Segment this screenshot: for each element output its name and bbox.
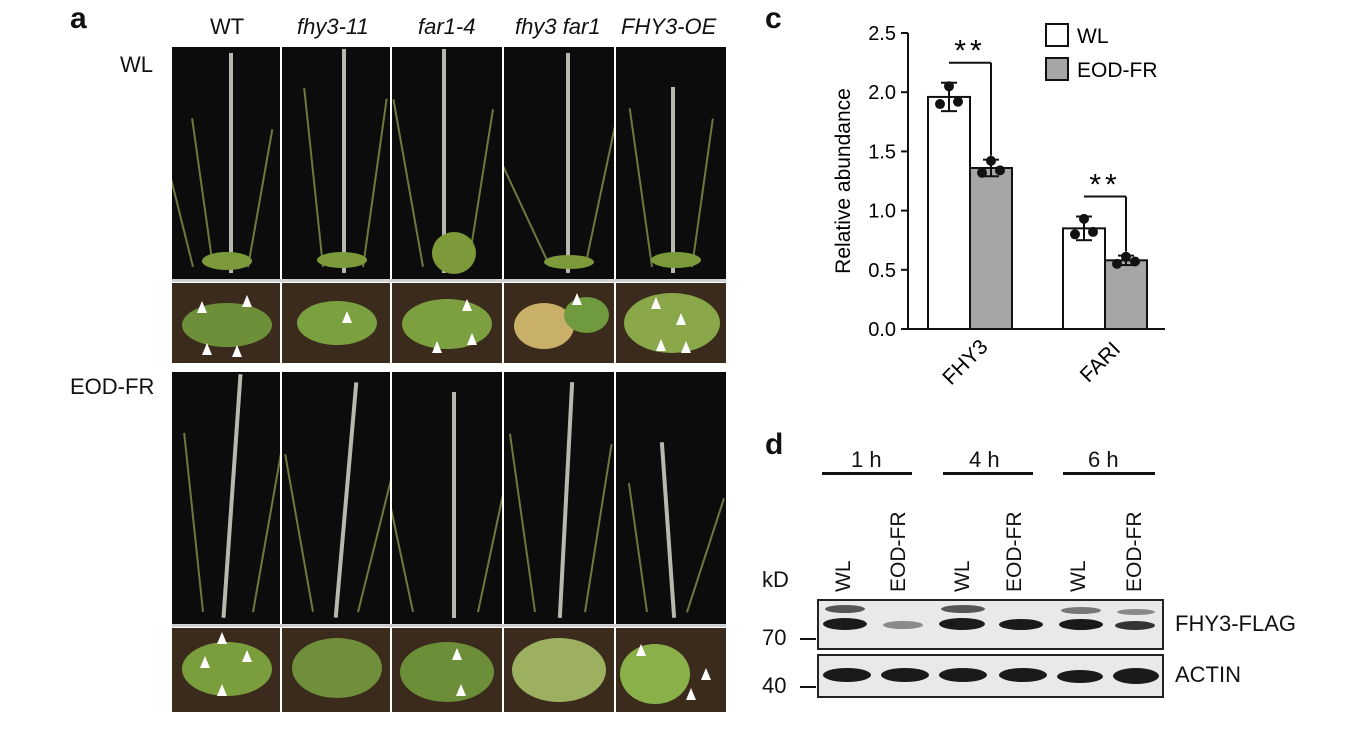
legend-label-wl: WL bbox=[1077, 25, 1109, 48]
bar-chart: 0.0 0.5 1.0 1.5 2.0 2.5 Relative abundance FHY3… bbox=[832, 23, 1165, 390]
data-point bbox=[935, 99, 945, 110]
data-point bbox=[1079, 213, 1089, 224]
data-point bbox=[1070, 229, 1080, 240]
data-point bbox=[977, 167, 987, 178]
y-tick-label: 2.0 bbox=[868, 82, 896, 104]
rosette-photo-wt-eodfr bbox=[172, 628, 280, 712]
lane-label-6: EOD-FR bbox=[1123, 511, 1146, 593]
plant-photo-far1-4-eodfr bbox=[392, 372, 502, 624]
plant-photo-far1-4-wl bbox=[392, 47, 502, 279]
blot-fhy3-flag bbox=[817, 599, 1164, 650]
genotype-label-far1-4: far1-4 bbox=[418, 14, 476, 39]
timepoint-1h-line bbox=[822, 472, 912, 475]
row-label-eod-fr: EOD-FR bbox=[70, 374, 155, 399]
genotype-label-fhy3-far1: fhy3 far1 bbox=[515, 14, 601, 39]
panel-d-letter: d bbox=[765, 428, 784, 461]
genotype-label-wt: WT bbox=[210, 14, 245, 39]
y-tick-label: 0.5 bbox=[868, 260, 896, 282]
timepoint-6h-line bbox=[1063, 472, 1155, 475]
timepoint-4h: 4 h bbox=[969, 447, 1000, 472]
lane-label-2: EOD-FR bbox=[887, 511, 910, 593]
timepoint-1h: 1 h bbox=[851, 447, 882, 472]
kd-unit-label: kD bbox=[762, 567, 789, 592]
protein-fhy3-flag-label: FHY3-FLAG bbox=[1175, 611, 1297, 636]
x-category-label: FHY3 bbox=[938, 335, 992, 389]
rosette-photo-fhy3-11-eodfr bbox=[282, 628, 390, 712]
data-point bbox=[1112, 258, 1122, 269]
lane-label-4: EOD-FR bbox=[1003, 511, 1026, 593]
data-point bbox=[995, 165, 1005, 176]
plant-photo-fhy3-11-wl bbox=[282, 47, 390, 279]
data-point bbox=[953, 96, 963, 107]
wl-photo-block bbox=[172, 47, 726, 363]
y-tick-label: 0.0 bbox=[868, 319, 896, 341]
legend-swatch-wl bbox=[1045, 23, 1069, 47]
lane-label-1: WL bbox=[832, 560, 855, 593]
rosette-photo-fhy3-far1-wl bbox=[504, 283, 614, 363]
timepoint-6h: 6 h bbox=[1088, 447, 1119, 472]
data-point bbox=[986, 155, 996, 166]
data-point bbox=[1130, 256, 1140, 267]
bar-eod-fr-fari bbox=[1104, 259, 1148, 330]
x-category-label: FARI bbox=[1076, 338, 1125, 387]
rosette-photo-far1-4-eodfr bbox=[392, 628, 502, 712]
lane-label-3: WL bbox=[951, 560, 974, 593]
marker-70: 70 bbox=[762, 625, 787, 650]
rosette-photo-fhy3-oe-eodfr bbox=[616, 628, 726, 712]
significance-label: ** bbox=[1089, 169, 1120, 202]
marker-70-tick bbox=[800, 638, 816, 640]
y-axis-label: Relative abundance bbox=[832, 88, 855, 274]
bar-wl-fari bbox=[1062, 227, 1106, 330]
plant-photo-fhy3-far1-eodfr bbox=[504, 372, 614, 624]
timepoint-4h-line bbox=[943, 472, 1033, 475]
marker-40: 40 bbox=[762, 673, 787, 698]
rosette-photo-wt-wl bbox=[172, 283, 280, 363]
row-label-wl: WL bbox=[120, 52, 153, 77]
genotype-label-fhy3-11: fhy3-11 bbox=[297, 14, 369, 39]
marker-40-tick bbox=[800, 686, 816, 688]
rosette-photo-fhy3-oe-wl bbox=[616, 283, 726, 363]
panel-c-letter: c bbox=[765, 2, 782, 35]
protein-actin-label: ACTIN bbox=[1175, 662, 1241, 687]
significance-label: ** bbox=[954, 35, 985, 68]
y-tick-label: 1.0 bbox=[868, 201, 896, 223]
plant-photo-fhy3-oe-wl bbox=[616, 47, 726, 279]
plant-photo-fhy3-far1-wl bbox=[504, 47, 614, 279]
data-point bbox=[1088, 226, 1098, 237]
rosette-photo-far1-4-wl bbox=[392, 283, 502, 363]
blot-actin bbox=[817, 654, 1164, 698]
legend-label-eod-fr: EOD-FR bbox=[1077, 59, 1158, 82]
rosette-photo-fhy3-11-wl bbox=[282, 283, 390, 363]
y-tick-label: 2.5 bbox=[868, 23, 896, 45]
eodfr-photo-block bbox=[172, 372, 726, 712]
plant-photo-wt-wl bbox=[172, 47, 280, 279]
panel-a-letter: a bbox=[70, 2, 87, 35]
data-point bbox=[944, 81, 954, 92]
plant-photo-fhy3-11-eodfr bbox=[282, 372, 390, 624]
bar-eod-fr-fhy3 bbox=[969, 166, 1013, 330]
lane-label-5: WL bbox=[1067, 560, 1090, 593]
genotype-label-fhy3-oe: FHY3-OE bbox=[621, 14, 717, 39]
plant-photo-fhy3-oe-eodfr bbox=[616, 372, 726, 624]
legend-swatch-eod-fr bbox=[1045, 57, 1069, 81]
y-tick-label: 1.5 bbox=[868, 141, 896, 163]
bar-wl-fhy3 bbox=[927, 95, 971, 330]
plant-photo-wt-eodfr bbox=[172, 372, 280, 624]
data-point bbox=[1121, 251, 1131, 262]
rosette-photo-fhy3-far1-eodfr bbox=[504, 628, 614, 712]
